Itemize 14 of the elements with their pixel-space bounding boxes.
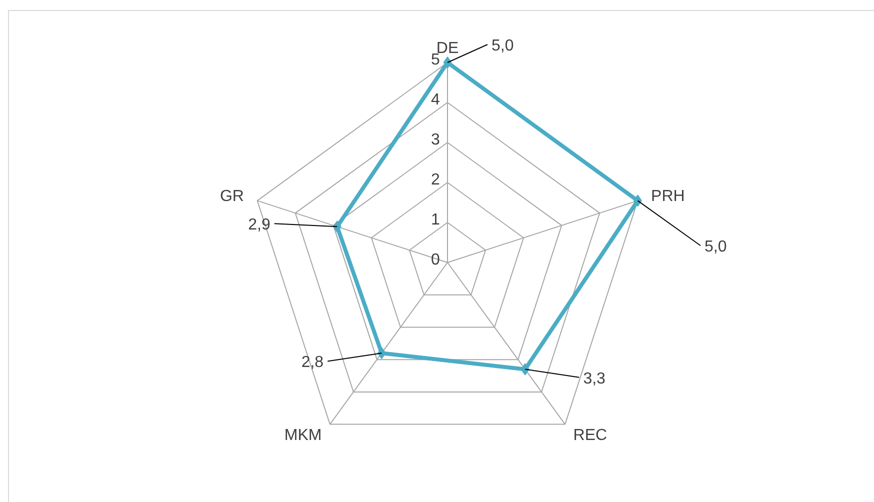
spoke-label: REC	[573, 427, 608, 444]
y-tick-label: 4	[431, 92, 440, 108]
spoke-label: PRH	[651, 188, 685, 205]
data-label: 3,3	[583, 370, 606, 388]
data-label: 2,8	[301, 354, 324, 372]
y-tick-label: 0	[431, 252, 440, 268]
y-tick-label: 3	[431, 132, 440, 148]
spoke-label: MKM	[284, 427, 322, 444]
data-label: 5,0	[492, 38, 514, 54]
y-tick-label: 1	[431, 212, 440, 228]
y-tick-label: 2	[431, 172, 440, 188]
data-label: 2,9	[248, 216, 270, 234]
data-label: 5,0	[704, 238, 727, 256]
spoke-label: GR	[220, 188, 244, 205]
